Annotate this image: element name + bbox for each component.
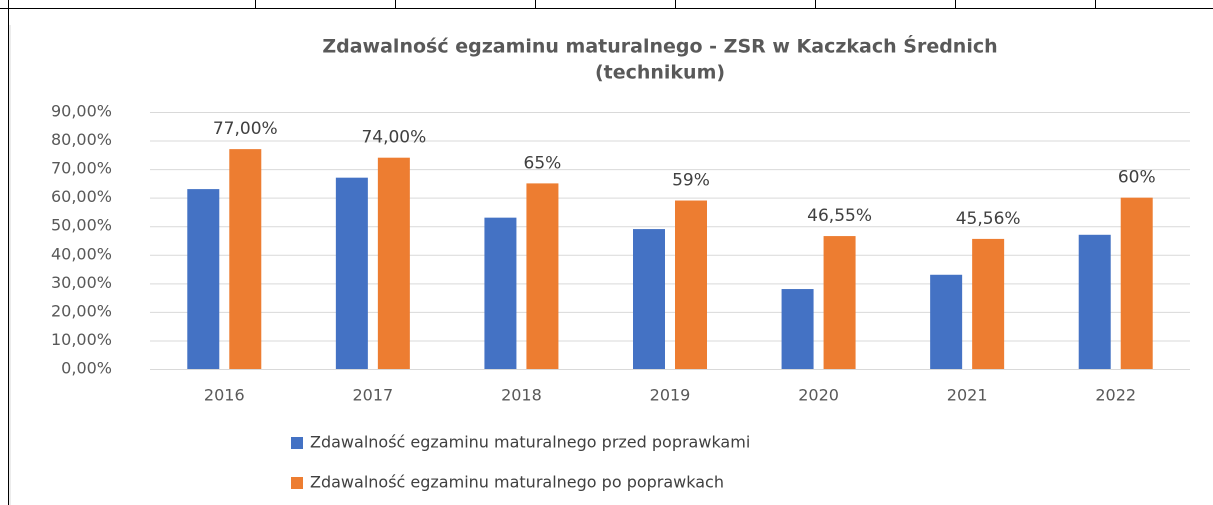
x-tick-label: 2022 [1095,386,1136,405]
value-label: 46,55% [807,206,872,226]
bar [484,217,517,369]
y-tick-label: 70,00% [51,159,112,178]
bar [526,183,559,369]
x-tick-label: 2016 [204,386,245,405]
y-tick-label: 60,00% [51,187,112,206]
value-label: 59% [672,171,710,191]
value-label: 74,00% [361,128,426,148]
bar [972,238,1005,369]
x-tick-label: 2017 [352,386,393,405]
bar [1078,234,1111,369]
bar [823,236,856,369]
y-tick-label: 80,00% [51,130,112,149]
value-label: 45,56% [956,209,1021,229]
x-tick-label: 2019 [650,386,691,405]
bar [229,149,262,369]
x-tick-label: 2018 [501,386,542,405]
legend-swatch [291,437,303,449]
value-label: 65% [524,153,562,173]
y-tick-label: 50,00% [51,216,112,235]
legend-label: Zdawalność egzaminu maturalnego po popra… [310,473,724,492]
bar [781,289,814,369]
plot: 0,00% 10,00% 20,00% 30,00% 40,00% 50,00% 60,00… [51,102,1190,492]
y-tick-label: 10,00% [51,330,112,349]
bar [377,157,410,369]
y-tick-label: 30,00% [51,273,112,292]
chart-title: Zdawalność egzaminu maturalnego - ZSR w … [322,34,997,58]
value-label: 60% [1118,168,1156,188]
bar [1120,197,1153,369]
bar [633,229,665,369]
chart-title: (technikum) [595,62,725,84]
bar [187,189,220,369]
x-tick-label: 2021 [947,386,988,405]
value-label: 77,00% [213,119,278,139]
legend-label: Zdawalność egzaminu maturalnego przed po… [310,433,750,452]
bar [335,177,368,369]
legend-swatch [291,477,303,489]
y-tick-label: 20,00% [51,301,112,320]
y-tick-label: 90,00% [51,102,112,121]
bar [675,200,707,369]
x-tick-label: 2020 [798,386,839,405]
bar [930,274,963,369]
y-tick-label: 40,00% [51,244,112,263]
y-tick-label: 0,00% [61,359,112,378]
